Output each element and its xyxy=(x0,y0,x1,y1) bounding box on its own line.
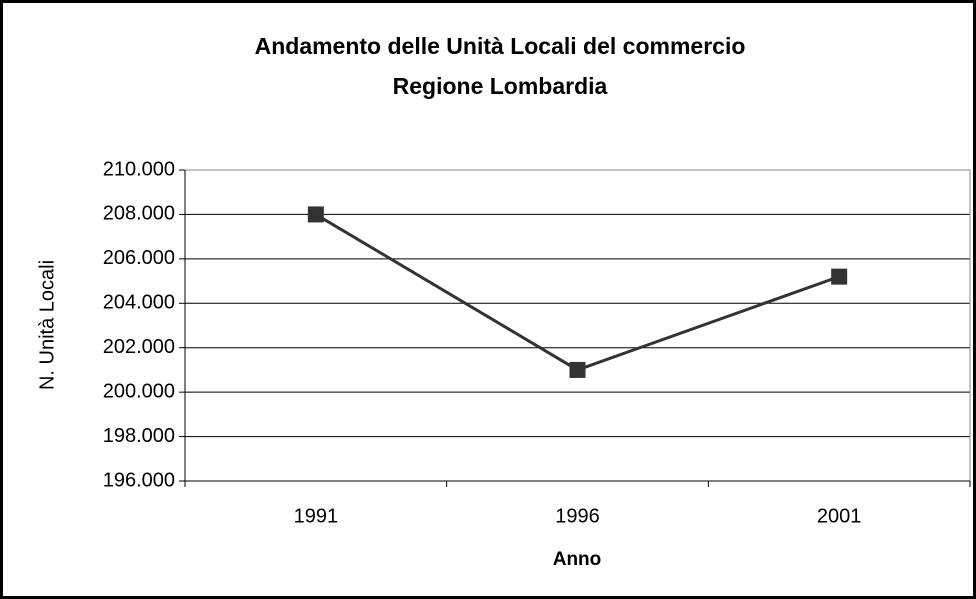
y-tick-label: 210.000 xyxy=(103,158,175,180)
y-tick-label: 204.000 xyxy=(103,292,175,314)
x-tick-label: 2001 xyxy=(817,505,862,527)
chart-subtitle: Regione Lombardia xyxy=(393,73,608,99)
marker xyxy=(307,206,324,223)
x-axis-title: Anno xyxy=(553,549,602,570)
y-tick-label: 200.000 xyxy=(103,380,175,402)
y-tick-label: 196.000 xyxy=(103,469,175,491)
x-tick-label: 1991 xyxy=(294,505,339,527)
y-tick-label: 198.000 xyxy=(103,425,175,447)
y-axis-title: N. Unità Locali xyxy=(36,260,58,390)
marker xyxy=(831,268,848,285)
marker xyxy=(569,361,586,378)
y-tick-label: 202.000 xyxy=(103,336,175,358)
chart-title: Andamento delle Unità Locali del commerc… xyxy=(255,33,746,59)
y-tick-label: 206.000 xyxy=(103,247,175,269)
x-tick-label: 1996 xyxy=(555,505,600,527)
y-tick-label: 208.000 xyxy=(103,203,175,225)
